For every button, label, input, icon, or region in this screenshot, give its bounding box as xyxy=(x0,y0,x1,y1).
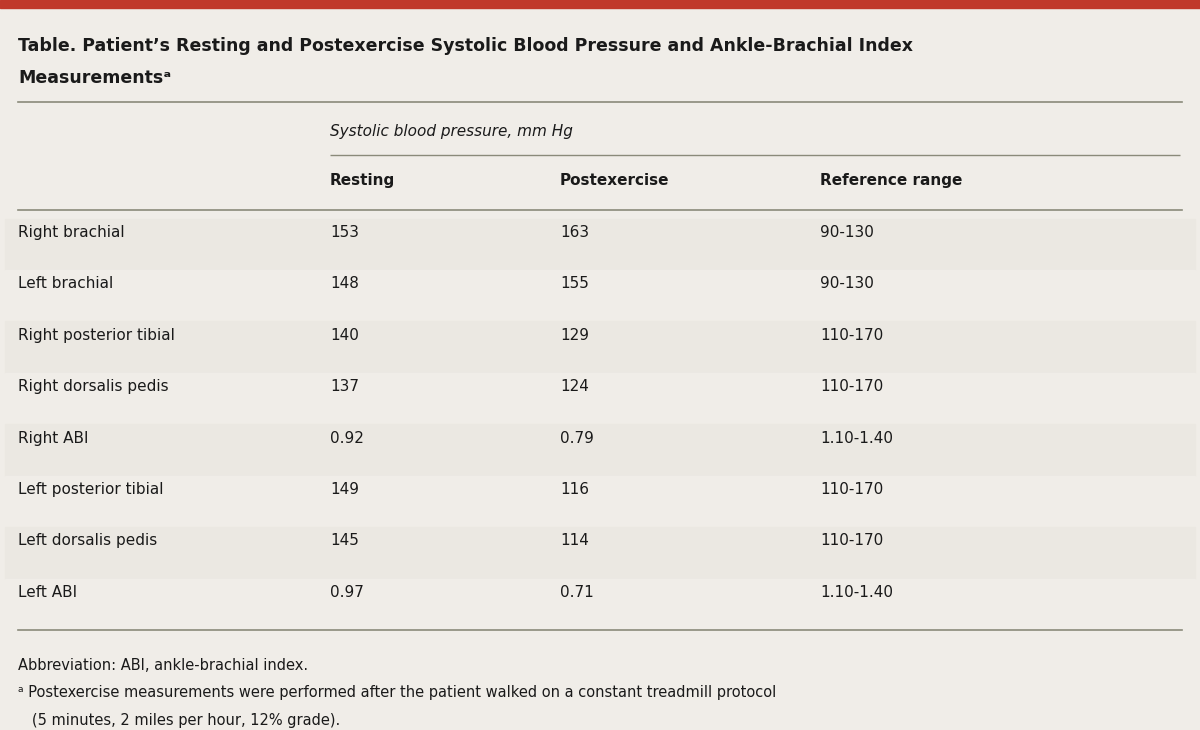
Text: Abbreviation: ABI, ankle-brachial index.: Abbreviation: ABI, ankle-brachial index. xyxy=(18,658,308,672)
Text: 90-130: 90-130 xyxy=(820,277,874,291)
Text: 1.10-1.40: 1.10-1.40 xyxy=(820,585,893,600)
Text: Table. Patient’s Resting and Postexercise Systolic Blood Pressure and Ankle-Brac: Table. Patient’s Resting and Postexercis… xyxy=(18,36,913,55)
Text: Left posterior tibial: Left posterior tibial xyxy=(18,482,163,497)
Text: 110-170: 110-170 xyxy=(820,379,883,394)
Text: Right ABI: Right ABI xyxy=(18,431,89,445)
Text: Left dorsalis pedis: Left dorsalis pedis xyxy=(18,534,157,548)
Bar xyxy=(0,0,1200,9)
Bar xyxy=(5,579,1195,630)
Text: 129: 129 xyxy=(560,328,589,343)
Text: Right brachial: Right brachial xyxy=(18,225,125,240)
Text: Left ABI: Left ABI xyxy=(18,585,77,600)
Text: 148: 148 xyxy=(330,277,359,291)
Bar xyxy=(5,270,1195,321)
Text: 116: 116 xyxy=(560,482,589,497)
Bar xyxy=(5,476,1195,527)
Text: (5 minutes, 2 miles per hour, 12% grade).: (5 minutes, 2 miles per hour, 12% grade)… xyxy=(18,713,341,728)
Text: Right dorsalis pedis: Right dorsalis pedis xyxy=(18,379,169,394)
Text: 0.71: 0.71 xyxy=(560,585,594,600)
Text: 124: 124 xyxy=(560,379,589,394)
Text: 153: 153 xyxy=(330,225,359,240)
Text: 90-130: 90-130 xyxy=(820,225,874,240)
Text: 0.92: 0.92 xyxy=(330,431,364,445)
Text: 145: 145 xyxy=(330,534,359,548)
Text: Left brachial: Left brachial xyxy=(18,277,113,291)
Bar xyxy=(5,424,1195,476)
Text: Right posterior tibial: Right posterior tibial xyxy=(18,328,175,343)
Text: 110-170: 110-170 xyxy=(820,482,883,497)
Text: Reference range: Reference range xyxy=(820,173,962,188)
Text: 1.10-1.40: 1.10-1.40 xyxy=(820,431,893,445)
Text: 0.97: 0.97 xyxy=(330,585,364,600)
Text: 114: 114 xyxy=(560,534,589,548)
Bar xyxy=(5,218,1195,270)
Text: Systolic blood pressure, mm Hg: Systolic blood pressure, mm Hg xyxy=(330,123,572,139)
Text: ᵃ Postexercise measurements were performed after the patient walked on a constan: ᵃ Postexercise measurements were perform… xyxy=(18,685,776,700)
Bar xyxy=(5,321,1195,373)
Text: 137: 137 xyxy=(330,379,359,394)
Text: 110-170: 110-170 xyxy=(820,328,883,343)
Text: 163: 163 xyxy=(560,225,589,240)
Bar xyxy=(5,527,1195,579)
Text: 140: 140 xyxy=(330,328,359,343)
Text: 149: 149 xyxy=(330,482,359,497)
Text: Resting: Resting xyxy=(330,173,395,188)
Text: Measurementsᵃ: Measurementsᵃ xyxy=(18,69,172,87)
Bar xyxy=(5,373,1195,424)
Text: Postexercise: Postexercise xyxy=(560,173,670,188)
Text: 0.79: 0.79 xyxy=(560,431,594,445)
Text: 155: 155 xyxy=(560,277,589,291)
Text: 110-170: 110-170 xyxy=(820,534,883,548)
